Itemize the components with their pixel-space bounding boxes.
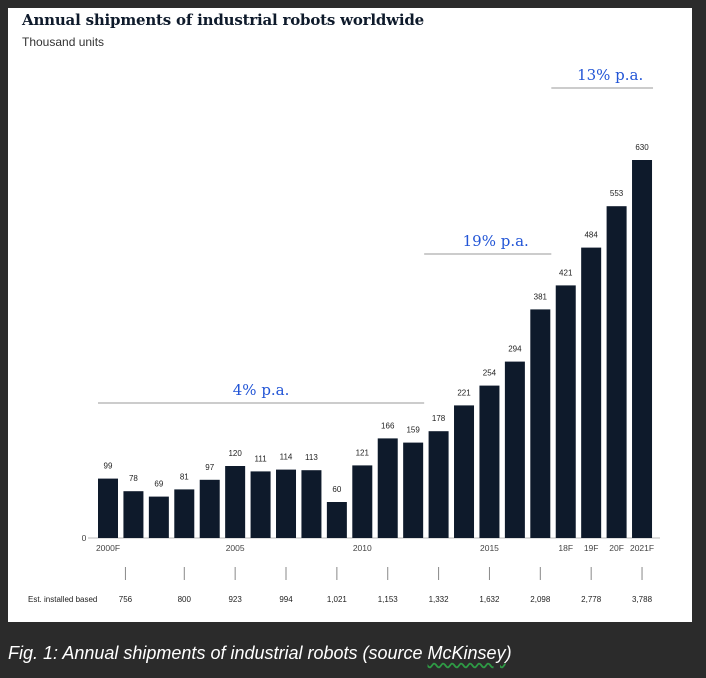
bar-chart: 0 99 78 69 81 97 120 111 114 113 60 121 166 159 178 221… [28,66,660,604]
bar-18F [555,285,576,538]
installed-base-value-3: 800 [178,595,192,604]
bar-2015 [479,385,500,538]
caption-text: Fig. 1: Annual shipments of industrial r… [8,643,428,663]
caption-suffix: ) [505,643,512,663]
bar-2004 [199,479,220,538]
value-label-19F: 484 [584,231,598,240]
value-label-2002: 69 [154,480,163,489]
installed-base-value-5: 923 [228,595,242,604]
installed-base-value-7: 994 [279,595,293,604]
figure-caption: Fig. 1: Annual shipments of industrial r… [8,643,512,664]
bar-2000F [98,478,118,538]
bar-2008 [301,470,322,538]
growth-label-1: 19% p.a. [463,232,529,250]
value-label-2001: 78 [129,474,138,483]
bar-2002 [148,496,169,538]
bar-2005 [225,466,246,538]
value-label-2014: 221 [457,388,471,397]
x-tick-label-2015: 2015 [480,543,499,553]
bar-2011 [377,438,398,538]
bar-2013 [428,431,449,538]
x-tick-label-20F: 20F [609,543,624,553]
bar-2007 [276,469,297,538]
chart-title: Annual shipments of industrial robots wo… [22,11,424,29]
chart-subtitle: Thousand units [22,35,105,49]
caption-source: McKinsey [427,643,506,663]
value-label-2015: 254 [483,369,497,378]
value-label-2008: 113 [305,453,318,462]
y-zero-label: 0 [82,533,87,543]
bar-2012 [403,442,424,538]
chart-card: Annual shipments of industrial robots wo… [8,8,692,622]
bar-2017 [530,309,551,538]
bar-2021F [632,160,653,538]
bar-2003 [174,489,195,538]
installed-base-value-11: 1,153 [378,595,399,604]
value-label-2005: 120 [228,449,242,458]
growth-label-0: 4% p.a. [233,381,290,399]
x-tick-label-2021F: 2021F [630,543,654,553]
bar-2009 [326,502,347,538]
installed-base-value-9: 1,021 [327,595,348,604]
value-label-2007: 114 [280,453,293,462]
value-label-2016: 294 [508,345,522,354]
value-label-2011: 166 [381,421,395,430]
value-label-2006: 111 [254,454,267,463]
value-label-20F: 553 [610,189,624,198]
installed-base-title: Est. installed based [28,595,97,604]
value-label-2004: 97 [205,463,214,472]
bar-20F [606,206,627,538]
bar-2010 [352,465,373,538]
bar-19F [581,247,602,538]
bar-2001 [123,491,144,538]
value-label-2013: 178 [432,414,446,423]
value-label-2012: 159 [406,426,420,435]
bar-2006 [250,471,271,538]
value-label-2010: 121 [356,448,370,457]
bar-2016 [504,361,525,538]
bar-2014 [454,405,475,538]
installed-base-value-21: 3,788 [632,595,653,604]
installed-base-value-17: 2,098 [530,595,551,604]
value-label-2017: 381 [534,292,548,301]
value-label-2021F: 630 [635,143,649,152]
installed-base-value-15: 1,632 [479,595,500,604]
x-tick-label-19F: 19F [584,543,599,553]
x-tick-label-2000F: 2000F [96,543,120,553]
x-tick-label-2010: 2010 [353,543,372,553]
x-tick-label-18F: 18F [558,543,573,553]
growth-label-2: 13% p.a. [577,66,643,84]
installed-base-value-19: 2,778 [581,595,602,604]
value-label-18F: 421 [559,268,573,277]
value-label-2009: 60 [332,485,341,494]
value-label-2000F: 99 [104,462,113,471]
installed-base-value-1: 756 [119,595,133,604]
x-tick-label-2005: 2005 [226,543,245,553]
value-label-2003: 81 [180,472,189,481]
installed-base-value-13: 1,332 [429,595,450,604]
